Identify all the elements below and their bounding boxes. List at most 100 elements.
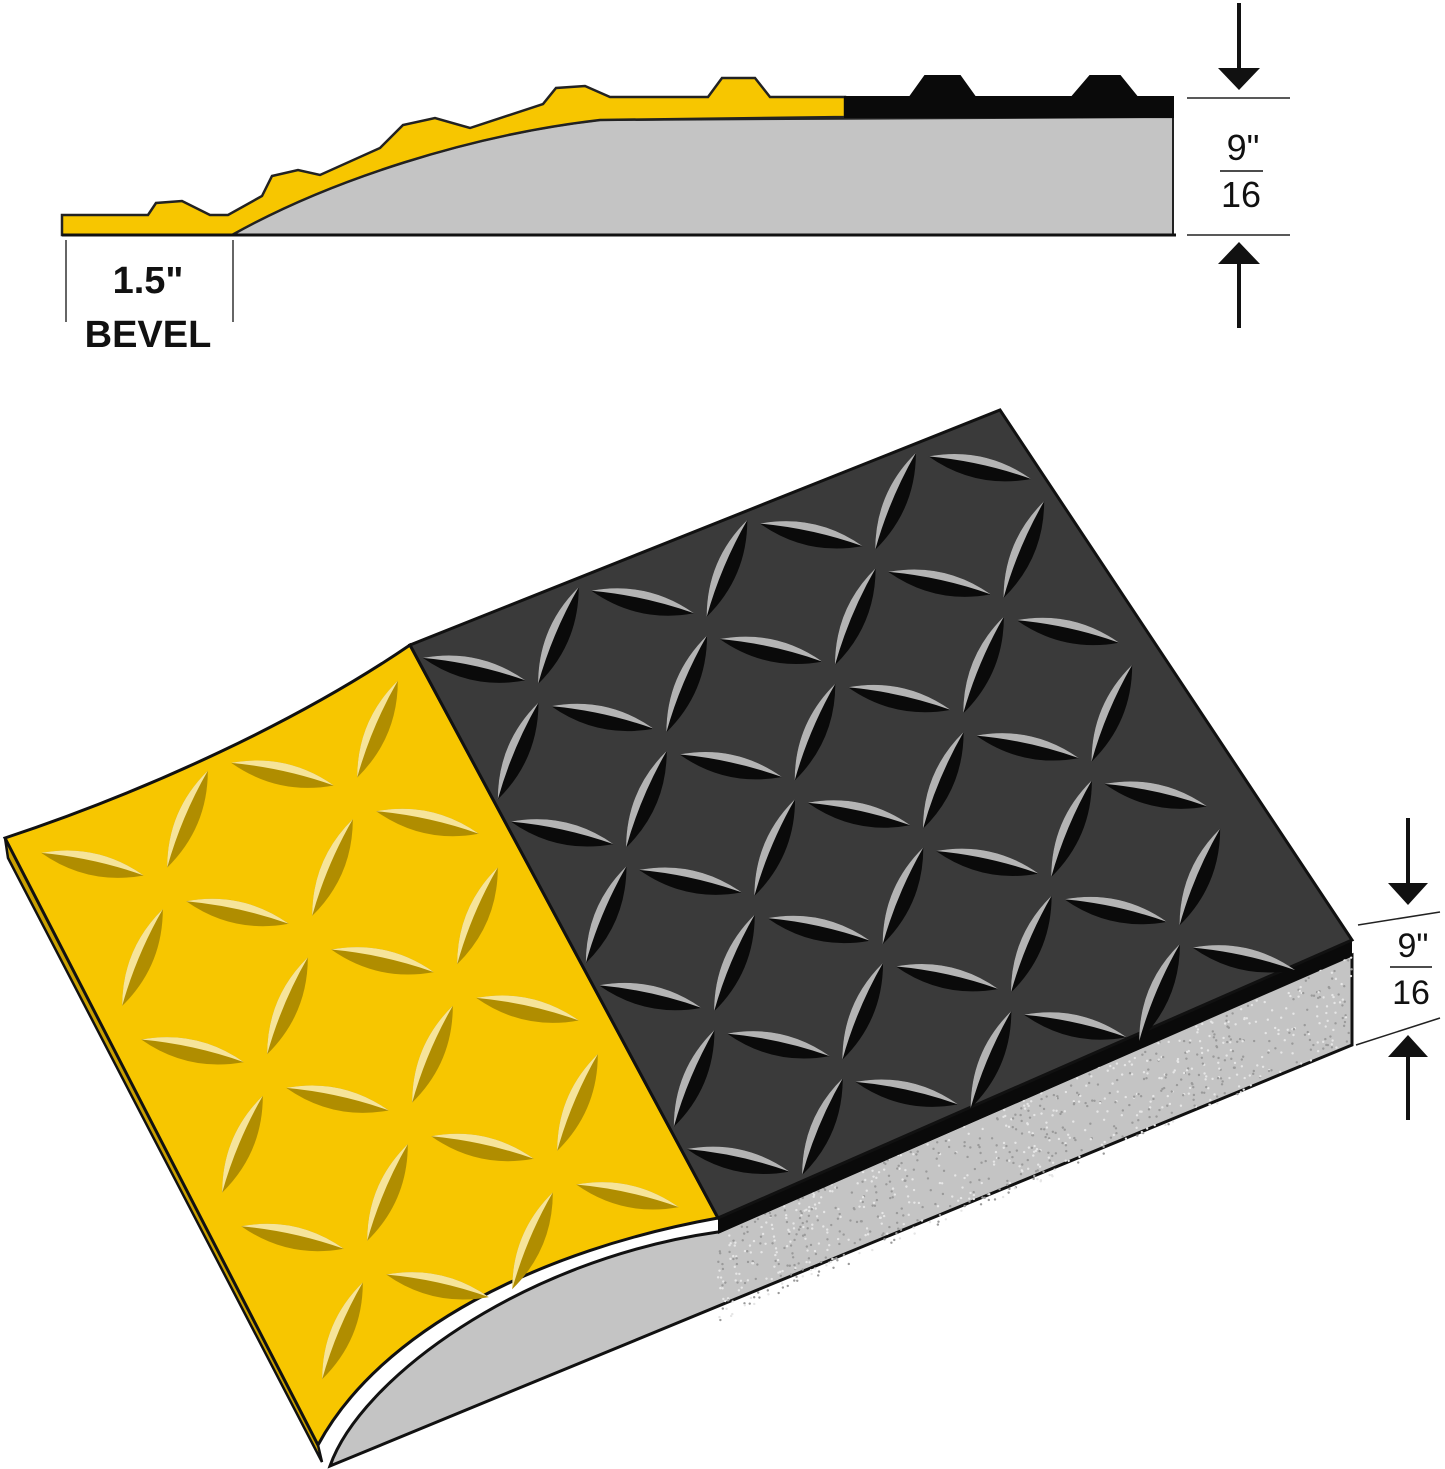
foam-speck <box>1026 1102 1029 1106</box>
foam-speck <box>1140 1130 1144 1134</box>
foam-speck <box>1312 994 1316 997</box>
foam-speck <box>1145 1127 1149 1130</box>
foam-speck <box>1002 1146 1005 1149</box>
foam-speck <box>925 1170 928 1173</box>
foam-speck <box>735 1257 738 1260</box>
foam-speck <box>969 1146 972 1149</box>
foam-speck <box>1020 1132 1024 1135</box>
foam-speck <box>812 1193 816 1197</box>
foam-speck <box>719 1286 722 1290</box>
foam-speck <box>961 1186 964 1189</box>
foam-speck <box>1051 1114 1054 1117</box>
foam-speck <box>805 1220 809 1223</box>
foam-speck <box>800 1214 803 1217</box>
foam-speck <box>1120 1073 1124 1076</box>
foam-speck <box>834 1206 837 1210</box>
foam-speck <box>1226 1040 1229 1044</box>
foam-speck <box>940 1182 944 1185</box>
foam-speck <box>873 1204 877 1207</box>
foam-speck <box>1225 1014 1228 1018</box>
foam-speck <box>959 1196 963 1200</box>
foam-speck <box>1141 1053 1144 1056</box>
foam-speck <box>1164 1123 1167 1127</box>
foam-speck <box>799 1210 802 1213</box>
foam-speck <box>1051 1161 1055 1164</box>
foam-speck <box>819 1196 823 1199</box>
foam-speck <box>836 1217 840 1220</box>
foam-speck <box>1008 1181 1012 1185</box>
foam-speck <box>1283 1039 1286 1042</box>
foam-speck <box>1064 1144 1068 1147</box>
foam-speck <box>740 1225 744 1228</box>
black-diamond-plate <box>626 750 667 848</box>
foam-speck <box>1235 1073 1239 1076</box>
foam-speck <box>816 1219 820 1222</box>
foam-speck <box>1303 1033 1307 1037</box>
foam-speck <box>1289 994 1292 998</box>
foam-speck <box>767 1293 770 1296</box>
foam-speck <box>1187 1092 1191 1095</box>
foam-speck <box>1292 1012 1295 1015</box>
foam-speck <box>813 1249 817 1253</box>
foam-speck <box>1316 1041 1319 1044</box>
foam-speck <box>1203 1072 1206 1075</box>
foam-speck <box>817 1242 821 1245</box>
foam-speck <box>1304 979 1308 982</box>
foam-speck <box>1277 1028 1280 1032</box>
foam-speck <box>1310 994 1313 997</box>
foam-speck <box>1350 968 1353 971</box>
foam-speck <box>936 1141 939 1144</box>
arrow-down-icon <box>1218 3 1260 90</box>
foam-speck <box>723 1299 727 1303</box>
foam-speck <box>1161 1087 1164 1091</box>
foam-speck <box>1303 1023 1306 1027</box>
foam-speck <box>1103 1097 1107 1100</box>
foam-speck <box>1079 1094 1082 1098</box>
black-diamond-plate <box>1003 501 1045 598</box>
foam-speck <box>994 1150 998 1154</box>
foam-speck <box>837 1207 840 1211</box>
foam-speck <box>1221 1080 1224 1083</box>
foam-speck <box>890 1190 893 1193</box>
foam-speck <box>1064 1090 1068 1094</box>
foam-speck <box>1204 1078 1207 1081</box>
foam-speck <box>1222 1036 1225 1040</box>
foam-speck <box>721 1284 724 1287</box>
foam-speck <box>1051 1130 1055 1133</box>
foam-speck <box>1091 1099 1094 1102</box>
foam-speck <box>1298 989 1302 993</box>
foam-speck <box>817 1270 821 1273</box>
foam-speck <box>1343 1000 1346 1003</box>
foam-speck <box>791 1256 795 1259</box>
diamond-plate-pattern <box>41 452 1296 1380</box>
black-diamond-plate <box>1016 617 1120 646</box>
foam-speck <box>759 1235 763 1238</box>
black-diamond-plate <box>591 588 694 616</box>
foam-speck <box>719 1318 722 1322</box>
foam-speck <box>761 1232 765 1236</box>
foam-speck <box>875 1191 878 1194</box>
arrow-up-icon <box>1388 1035 1428 1120</box>
foam-speck <box>739 1279 743 1283</box>
foam-speck <box>1064 1159 1067 1162</box>
foam-speck <box>1241 1040 1244 1043</box>
foam-speck <box>987 1198 991 1202</box>
foam-speck <box>765 1221 768 1224</box>
foam-speck <box>812 1195 815 1198</box>
foam-speck <box>743 1302 746 1305</box>
foam-speck <box>1054 1131 1057 1135</box>
yellow-diamond-plate <box>312 819 353 916</box>
foam-speck <box>1243 1076 1246 1080</box>
foam-speck <box>1347 1031 1350 1035</box>
foam-speck <box>1155 1115 1158 1118</box>
foam-speck <box>1196 1028 1200 1031</box>
foam-speck <box>1008 1150 1011 1154</box>
foam-speck <box>847 1262 850 1266</box>
foam-speck <box>1267 1051 1270 1054</box>
foam-speck <box>949 1204 952 1208</box>
foam-speck <box>1089 1122 1092 1125</box>
foam-speck <box>749 1296 753 1300</box>
foam-speck <box>735 1262 739 1266</box>
foam-speck <box>1032 1177 1035 1181</box>
yellow-diamond-plate <box>386 1272 489 1300</box>
